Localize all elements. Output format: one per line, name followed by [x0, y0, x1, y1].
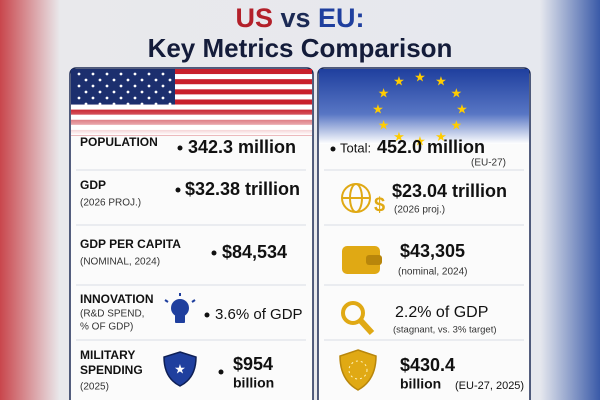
- eu-panel: [317, 67, 531, 400]
- eu-star: ★: [414, 133, 426, 148]
- us-label: SPENDING: [80, 363, 143, 377]
- title-vs: vs: [280, 3, 310, 33]
- eu-value: 2.2% of GDP: [395, 304, 488, 321]
- eu-star: ★: [378, 85, 390, 100]
- eu-stars: ★ ★★★★★★★★★★★: [372, 69, 468, 148]
- us-note: (2025): [80, 382, 109, 393]
- eu-prefix: Total:: [340, 140, 371, 155]
- eu-note: (2026 proj.): [394, 205, 445, 216]
- eu-note: (EU-27, 2025): [455, 380, 524, 392]
- bulb-icon: [164, 293, 196, 323]
- bullet: [211, 250, 217, 256]
- separators: [76, 169, 524, 341]
- us-label: GDP PER CAPITA: [80, 237, 181, 251]
- us-label: GDP: [80, 178, 106, 192]
- bullet: [218, 369, 224, 375]
- us-panel: [69, 67, 314, 400]
- shield-star: ★: [174, 361, 186, 376]
- us-note: (NOMINAL, 2024): [80, 257, 160, 268]
- eu-note: (nominal, 2024): [398, 267, 467, 278]
- shield-icon: [339, 349, 377, 391]
- us-note: % OF GDP): [80, 322, 133, 333]
- bullet: [330, 146, 336, 152]
- eu-star: ★: [393, 129, 405, 144]
- eu-value: 452.0 million: [377, 137, 485, 157]
- bullet: [177, 145, 183, 151]
- us-value: 342.3 million: [188, 137, 296, 157]
- us-value: $954: [233, 354, 273, 374]
- us-value: $32.38 trillion: [185, 179, 300, 199]
- eu-star: ★: [451, 85, 463, 100]
- eu-value: $43,305: [400, 241, 465, 261]
- title-eu: EU:: [318, 3, 365, 33]
- shield-stars: [348, 360, 368, 380]
- eu-note: (EU-27): [471, 158, 506, 169]
- shield-icon: [163, 351, 197, 387]
- us-note: (R&D SPEND,: [80, 309, 144, 320]
- eu-star: ★: [414, 69, 426, 84]
- bullet: [175, 187, 181, 193]
- eu-star: ★: [393, 74, 405, 89]
- us-note: (2026 PROJ.): [80, 198, 141, 209]
- globe-icon: [341, 183, 371, 213]
- eu-star: ★: [435, 129, 447, 144]
- magnifier-icon: [341, 301, 375, 336]
- us-flag: [71, 69, 312, 136]
- eu-star: ★: [435, 74, 447, 89]
- eu-star: ★: [451, 117, 463, 132]
- title: US vs EU:: [235, 3, 364, 33]
- us-value: 3.6% of GDP: [215, 306, 303, 323]
- us-value: $84,534: [222, 242, 287, 262]
- bullet: [204, 312, 210, 318]
- subtitle: Key Metrics Comparison: [148, 33, 453, 63]
- eu-value: billion: [400, 376, 441, 392]
- eu-value: $23.04 trillion: [392, 181, 507, 201]
- eu-star: ★: [456, 101, 468, 116]
- us-label: MILITARY: [80, 348, 135, 362]
- wallet-clasp: [366, 255, 382, 265]
- eu-value: $430.4: [400, 355, 455, 375]
- us-value: billion: [233, 375, 274, 391]
- eu-star: ★: [372, 101, 384, 116]
- us-label: POPULATION: [80, 135, 158, 149]
- eu-flag: [319, 69, 529, 144]
- eu-note: (stagnant, vs. 3% target): [393, 325, 497, 336]
- dollar-icon: $: [374, 194, 385, 216]
- flag-fade: [71, 69, 312, 135]
- wallet-icon: [342, 246, 380, 274]
- title-us: US: [235, 3, 273, 33]
- us-label: INNOVATION: [80, 292, 154, 306]
- eu-star: ★: [378, 117, 390, 132]
